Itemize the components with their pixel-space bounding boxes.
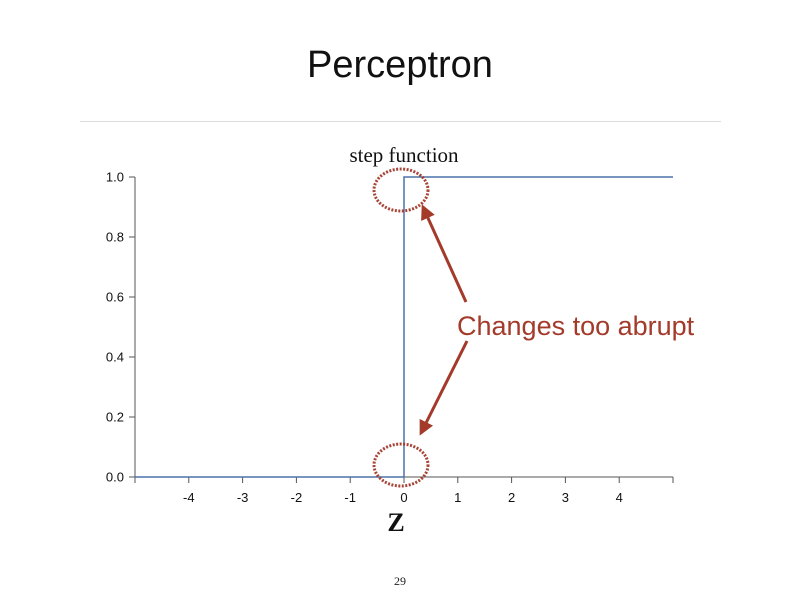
x-tick-label: 1 bbox=[454, 490, 461, 505]
title-divider bbox=[80, 121, 721, 122]
page-number: 29 bbox=[394, 574, 406, 588]
slide-title: Perceptron bbox=[307, 44, 493, 86]
x-tick-label: 2 bbox=[508, 490, 515, 505]
x-tick-label: 4 bbox=[616, 490, 623, 505]
x-tick-label: 0 bbox=[400, 490, 407, 505]
step-line bbox=[135, 176, 673, 478]
x-tick-label: -2 bbox=[291, 490, 303, 505]
annotation-text: Changes too abrupt bbox=[457, 311, 695, 341]
y-tick-label: 0.2 bbox=[106, 410, 124, 425]
highlight-circle bbox=[372, 167, 430, 213]
y-tick-label: 0.4 bbox=[106, 350, 124, 365]
annotation-arrow-down bbox=[419, 340, 469, 436]
highlight-circle bbox=[372, 442, 430, 488]
x-tick-label: -3 bbox=[237, 490, 249, 505]
x-tick-label: -1 bbox=[344, 490, 356, 505]
annotation-arrow-up bbox=[421, 204, 468, 303]
x-tick-label: -4 bbox=[183, 490, 195, 505]
y-tick-label: 0.8 bbox=[106, 230, 124, 245]
y-tick-label: 0.0 bbox=[106, 470, 124, 485]
x-tick-label: 3 bbox=[562, 490, 569, 505]
y-tick-label: 0.6 bbox=[106, 290, 124, 305]
chart-title: step function bbox=[349, 143, 459, 167]
y-tick-label: 1.0 bbox=[106, 170, 124, 185]
x-axis-label: Z bbox=[387, 508, 404, 537]
